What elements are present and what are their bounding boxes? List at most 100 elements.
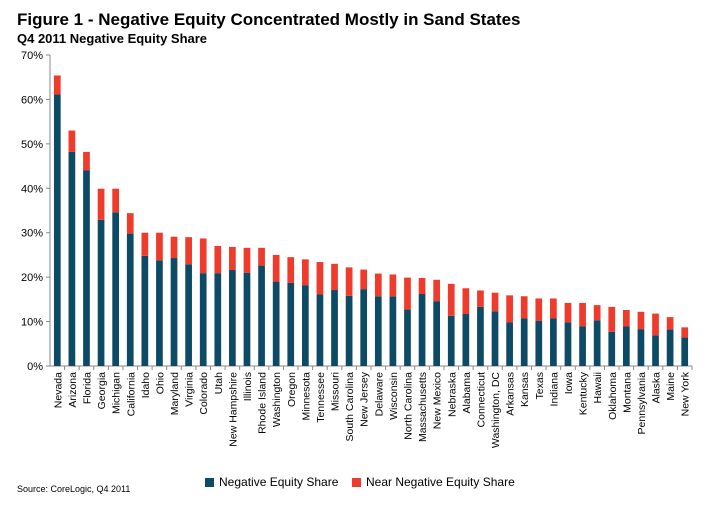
bar-negative-equity xyxy=(462,314,470,366)
x-tick-label: Kansas xyxy=(519,372,531,407)
y-tick-label: 60% xyxy=(21,94,43,106)
x-tick-label: Pennsylvania xyxy=(636,372,648,435)
bar-near-negative-equity xyxy=(579,302,586,327)
bar-near-negative-equity xyxy=(622,310,630,327)
x-tick-label: Nebraska xyxy=(446,372,458,417)
bar-negative-equity xyxy=(491,311,499,366)
bar-near-negative-equity xyxy=(112,188,120,213)
bar-negative-equity xyxy=(535,320,543,366)
legend-item-negative: Negative Equity Share xyxy=(205,475,338,489)
bar-negative-equity xyxy=(156,260,163,366)
bar-near-negative-equity xyxy=(360,269,368,290)
bar-near-negative-equity xyxy=(608,306,616,332)
x-tick-label: Delaware xyxy=(373,372,385,417)
bar-negative-equity xyxy=(622,326,630,366)
bar-negative-equity xyxy=(418,294,426,366)
bar-near-negative-equity xyxy=(418,278,426,295)
x-tick-label: Colorado xyxy=(198,372,210,415)
x-tick-label: Utah xyxy=(213,372,225,394)
bar-near-negative-equity xyxy=(637,311,645,330)
x-tick-label: South Carolina xyxy=(344,372,356,442)
bar-negative-equity xyxy=(112,212,120,366)
bar-negative-equity xyxy=(404,309,411,366)
y-tick-label: 0% xyxy=(27,361,43,373)
x-tick-label: Maryland xyxy=(169,372,181,415)
x-tick-label: Arizona xyxy=(67,372,79,408)
bar-negative-equity xyxy=(243,272,251,366)
bar-near-negative-equity xyxy=(404,277,411,310)
bar-negative-equity xyxy=(68,151,76,366)
bar-near-negative-equity xyxy=(462,288,470,315)
bar-negative-equity xyxy=(141,255,149,366)
bar-near-negative-equity xyxy=(126,213,134,234)
bar-negative-equity xyxy=(229,270,236,366)
bar-negative-equity xyxy=(199,273,207,366)
bar-near-negative-equity xyxy=(345,267,353,296)
bar-negative-equity xyxy=(681,337,689,366)
bar-negative-equity xyxy=(214,273,222,366)
x-tick-label: Georgia xyxy=(96,372,108,410)
bar-near-negative-equity xyxy=(170,236,178,259)
x-tick-label: Ohio xyxy=(154,372,166,394)
bar-negative-equity xyxy=(170,258,178,366)
bar-negative-equity xyxy=(258,265,265,366)
bar-near-negative-equity xyxy=(506,295,513,323)
legend-label-near-negative: Near Negative Equity Share xyxy=(366,475,515,489)
legend-swatch-negative xyxy=(205,477,214,487)
bar-near-negative-equity xyxy=(389,274,397,297)
bar-negative-equity xyxy=(272,281,280,366)
bar-negative-equity xyxy=(287,282,295,366)
y-tick-label: 20% xyxy=(21,272,43,284)
bar-negative-equity xyxy=(53,94,61,366)
bar-negative-equity xyxy=(637,329,645,366)
bar-negative-equity xyxy=(83,170,90,366)
bar-negative-equity xyxy=(374,296,382,366)
bar-near-negative-equity xyxy=(520,296,528,319)
x-tick-label: Maine xyxy=(665,372,677,401)
bar-negative-equity xyxy=(389,296,397,366)
bar-negative-equity xyxy=(520,318,528,366)
x-tick-label: Wisconsin xyxy=(388,372,400,420)
bar-negative-equity xyxy=(185,264,192,366)
bar-negative-equity xyxy=(301,285,309,366)
bar-near-negative-equity xyxy=(447,283,455,316)
x-tick-label: Minnesota xyxy=(300,372,312,421)
x-tick-label: Connecticut xyxy=(475,372,487,428)
bar-negative-equity xyxy=(652,335,659,366)
x-tick-label: Arkansas xyxy=(505,372,517,416)
x-tick-label: Washington, DC xyxy=(490,372,502,448)
x-tick-label: Massachusetts xyxy=(417,372,429,442)
x-tick-label: New York xyxy=(680,371,692,416)
bar-near-negative-equity xyxy=(141,232,149,256)
bar-near-negative-equity xyxy=(258,247,265,266)
bar-negative-equity xyxy=(564,322,572,366)
bar-near-negative-equity xyxy=(53,75,61,95)
bar-negative-equity xyxy=(550,318,557,366)
x-tick-label: Florida xyxy=(81,372,93,404)
y-tick-label: 30% xyxy=(21,228,43,240)
bar-negative-equity xyxy=(447,315,455,366)
bar-near-negative-equity xyxy=(199,238,207,274)
x-tick-label: Illinois xyxy=(242,372,254,401)
bar-negative-equity xyxy=(506,322,513,366)
x-tick-label: Oklahoma xyxy=(607,372,619,420)
bar-negative-equity xyxy=(126,233,134,366)
x-tick-label: Indiana xyxy=(548,372,560,407)
bar-negative-equity xyxy=(593,320,601,366)
x-tick-label: Kentucky xyxy=(578,371,590,415)
legend-swatch-near-negative xyxy=(352,477,361,487)
source-note: Source: CoreLogic, Q4 2011 xyxy=(17,484,131,494)
x-tick-label: Rhode Island xyxy=(257,372,269,434)
bar-negative-equity xyxy=(608,331,616,366)
bar-negative-equity xyxy=(666,329,674,366)
legend-item-near-negative: Near Negative Equity Share xyxy=(352,475,515,489)
x-tick-label: Nevada xyxy=(52,372,64,408)
x-tick-label: Washington xyxy=(271,372,283,427)
x-tick-label: Idaho xyxy=(140,372,152,398)
bar-near-negative-equity xyxy=(681,327,689,338)
bar-near-negative-equity xyxy=(229,246,236,271)
bar-negative-equity xyxy=(331,290,338,366)
x-tick-label: Alabama xyxy=(461,372,473,414)
bar-negative-equity xyxy=(579,326,586,366)
